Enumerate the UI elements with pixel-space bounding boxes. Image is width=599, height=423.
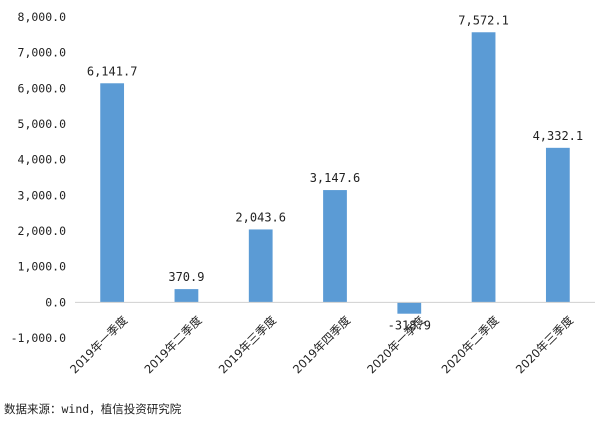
x-axis: 2019年一季度 2019年二季度 2019年三季度 2019年四季度 2020年一季度…: [67, 301, 595, 376]
y-tick-label: 2,000.0: [18, 224, 67, 238]
data-label: 4,332.1: [533, 129, 584, 143]
x-tick-label: 2019年一季度: [67, 313, 130, 376]
data-label: -318.9: [388, 318, 431, 332]
data-label: 2,043.6: [235, 210, 286, 224]
x-tick-label: 2019年三季度: [216, 313, 279, 376]
bar: [323, 190, 347, 303]
y-tick-label: 6,000.0: [18, 81, 67, 95]
y-tick-label: 7,000.0: [18, 46, 67, 60]
y-axis: 8,000.0 7,000.0 6,000.0 5,000.0 4,000.0 3,000…: [11, 10, 66, 345]
bar: [471, 32, 496, 303]
bar: [397, 302, 422, 314]
bar: [545, 147, 570, 303]
data-labels: 6,141.7 370.9 2,043.6 3,147.6 -318.9 7,572.1 4…: [87, 13, 583, 332]
bar: [248, 229, 273, 303]
bar: [100, 83, 125, 303]
bars: [100, 32, 570, 314]
y-tick-label: 0.0: [45, 295, 66, 309]
y-tick-label: -1,000.0: [11, 331, 66, 345]
y-tick-label: 1,000.0: [18, 260, 67, 274]
y-tick-label: 4,000.0: [18, 153, 67, 167]
y-tick-label: 8,000.0: [18, 10, 67, 24]
data-label: 3,147.6: [310, 171, 361, 185]
x-tick-label: 2019年二季度: [141, 313, 204, 376]
source-note: 数据来源：wind，植信投资研究院: [4, 402, 182, 416]
y-tick-label: 5,000.0: [18, 117, 67, 131]
x-tick-label: 2019年四季度: [290, 313, 353, 376]
y-tick-label: 3,000.0: [18, 188, 67, 202]
x-tick-label: 2020年三季度: [513, 313, 576, 376]
data-label: 370.9: [168, 270, 204, 284]
data-label: 7,572.1: [458, 13, 509, 27]
x-tick-label: 2020年二季度: [439, 313, 502, 376]
bar: [174, 289, 199, 303]
data-label: 6,141.7: [87, 64, 138, 78]
